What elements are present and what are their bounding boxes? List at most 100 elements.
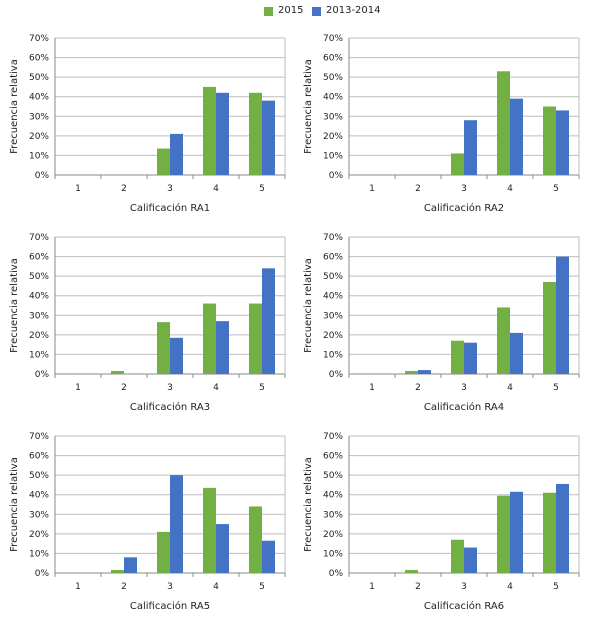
x-tick-label: 2 <box>415 383 421 393</box>
x-tick-label: 1 <box>369 383 375 393</box>
bar-2015-5 <box>249 303 262 374</box>
x-tick-label: 1 <box>75 582 81 592</box>
bar-2015-2 <box>111 570 124 573</box>
x-tick-label: 2 <box>415 582 421 592</box>
bar-2015-3 <box>157 322 170 374</box>
x-axis-label: Calificación RA6 <box>424 600 504 612</box>
x-tick-label: 3 <box>461 582 467 592</box>
x-tick-label: 5 <box>259 383 265 393</box>
y-axis-label: Frecuencia relativa <box>303 59 314 154</box>
y-tick-label: 70% <box>29 34 49 44</box>
y-tick-label: 30% <box>323 510 343 520</box>
bar-2013-2014-4 <box>216 524 229 573</box>
y-tick-label: 50% <box>29 73 49 83</box>
bar-2013-2014-4 <box>510 332 523 374</box>
y-tick-label: 60% <box>29 253 49 263</box>
x-tick-label: 4 <box>507 582 513 592</box>
y-axis-label: Frecuencia relativa <box>9 457 20 552</box>
y-tick-label: 40% <box>29 292 49 302</box>
y-tick-label: 10% <box>323 350 343 360</box>
x-tick-label: 2 <box>415 184 421 194</box>
y-tick-label: 70% <box>323 34 343 44</box>
bar-2015-4 <box>203 86 216 175</box>
chart-ra1: 0% 10% 20% 30% 40% 50% 60% 70% 1 2 3 4 5 Calificación… <box>9 34 286 214</box>
y-tick-label: 70% <box>323 233 343 243</box>
bar-2015-5 <box>249 506 262 573</box>
y-tick-label: 30% <box>323 112 343 122</box>
y-tick-label: 20% <box>323 331 343 341</box>
bar-2013-2014-3 <box>170 475 183 573</box>
bar-2013-2014-3 <box>464 342 477 374</box>
chart-legend: 2015 2013-2014 <box>0 2 589 20</box>
y-tick-label: 40% <box>323 491 343 501</box>
x-tick-label: 4 <box>507 184 513 194</box>
y-tick-label: 70% <box>29 432 49 442</box>
y-tick-label: 0% <box>35 569 50 579</box>
bar-2015-4 <box>497 307 510 374</box>
bar-2013-2014-4 <box>216 321 229 374</box>
x-tick-label: 4 <box>507 383 513 393</box>
x-tick-label: 5 <box>259 184 265 194</box>
bar-2015-3 <box>157 531 170 573</box>
y-tick-label: 50% <box>29 272 49 282</box>
x-tick-label: 1 <box>369 582 375 592</box>
x-tick-label: 2 <box>121 582 127 592</box>
bar-2015-5 <box>249 92 262 175</box>
y-tick-label: 40% <box>323 93 343 103</box>
y-tick-label: 60% <box>29 54 49 64</box>
y-tick-label: 60% <box>323 54 343 64</box>
y-tick-label: 60% <box>323 253 343 263</box>
bar-2013-2014-4 <box>216 92 229 175</box>
y-tick-label: 50% <box>29 471 49 481</box>
y-tick-label: 10% <box>323 151 343 161</box>
y-tick-label: 40% <box>29 93 49 103</box>
bar-2013-2014-3 <box>170 337 183 374</box>
bar-2013-2014-3 <box>464 547 477 573</box>
bar-2015-4 <box>203 487 216 573</box>
chart-ra5: 0% 10% 20% 30% 40% 50% 60% 70% 1 2 3 4 5 Calificación… <box>9 432 286 612</box>
y-tick-label: 10% <box>29 549 49 559</box>
bar-2013-2014-3 <box>464 120 477 175</box>
bar-2015-2 <box>405 570 418 573</box>
y-tick-label: 20% <box>29 331 49 341</box>
x-tick-label: 4 <box>213 383 219 393</box>
y-tick-label: 0% <box>35 370 50 380</box>
legend-swatch-2013-2014 <box>312 7 321 16</box>
y-axis-label: Frecuencia relativa <box>303 258 314 353</box>
x-tick-label: 3 <box>461 383 467 393</box>
x-tick-label: 1 <box>369 184 375 194</box>
bar-2015-3 <box>451 539 464 573</box>
chart-ra6: 0% 10% 20% 30% 40% 50% 60% 70% 1 2 3 4 5 Calificación… <box>303 432 580 612</box>
legend-label-2013-2014: 2013-2014 <box>326 5 381 16</box>
x-tick-label: 1 <box>75 383 81 393</box>
y-tick-label: 40% <box>29 491 49 501</box>
x-axis-label: Calificación RA3 <box>130 401 210 413</box>
y-tick-label: 10% <box>29 350 49 360</box>
y-tick-label: 0% <box>35 171 50 181</box>
bar-2015-4 <box>497 495 510 573</box>
x-axis-label: Calificación RA1 <box>130 202 210 214</box>
y-tick-label: 30% <box>29 510 49 520</box>
chart-ra4: 0% 10% 20% 30% 40% 50% 60% 70% 1 2 3 4 5 Calificación… <box>303 233 580 413</box>
chart-ra3: 0% 10% 20% 30% 40% 50% 60% 70% 1 2 3 4 5 Calificación… <box>9 233 286 413</box>
y-axis-label: Frecuencia relativa <box>303 457 314 552</box>
y-tick-label: 60% <box>323 452 343 462</box>
bar-2013-2014-5 <box>262 540 275 573</box>
x-tick-label: 2 <box>121 383 127 393</box>
y-tick-label: 40% <box>323 292 343 302</box>
x-tick-label: 5 <box>553 184 559 194</box>
bar-2015-4 <box>203 303 216 374</box>
bar-2013-2014-2 <box>124 557 137 573</box>
bar-2015-3 <box>451 340 464 374</box>
y-tick-label: 20% <box>29 530 49 540</box>
y-tick-label: 60% <box>29 452 49 462</box>
y-tick-label: 0% <box>329 569 344 579</box>
bar-2015-3 <box>157 148 170 175</box>
bar-2013-2014-5 <box>262 100 275 175</box>
bar-2015-5 <box>543 106 556 175</box>
y-tick-label: 70% <box>323 432 343 442</box>
x-tick-label: 5 <box>553 582 559 592</box>
bar-2015-2 <box>111 371 124 374</box>
y-tick-label: 0% <box>329 171 344 181</box>
y-tick-label: 10% <box>323 549 343 559</box>
